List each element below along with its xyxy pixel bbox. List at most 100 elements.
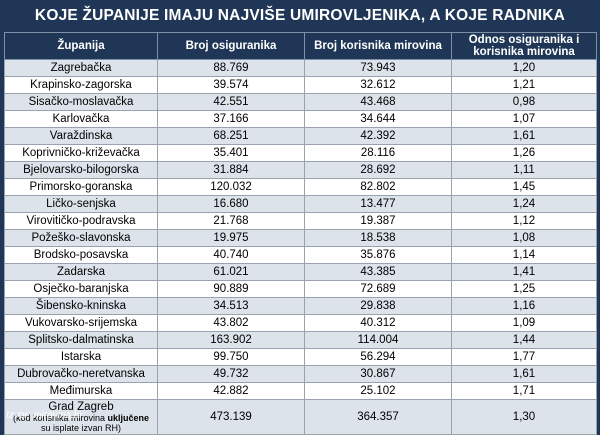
county-cell: Požeško-slavonska (4, 229, 158, 247)
insured-cell: 42.882 (157, 382, 305, 400)
pensioners-cell: 28.116 (304, 144, 452, 162)
table-row: Ličko-senjska 16.680 13.477 1,24 (4, 195, 597, 213)
total-note-end: su isplate izvan RH) (40, 423, 122, 433)
header-row: Županija Broj osiguranika Broj korisnika… (4, 32, 597, 60)
insured-cell: 163.902 (157, 331, 305, 349)
ratio-cell: 1,14 (451, 246, 597, 264)
total-note-bold: uključene (107, 413, 150, 423)
pensioners-cell: 18.538 (304, 229, 452, 247)
county-cell: Karlovačka (4, 110, 158, 128)
table-row: Varaždinska 68.251 42.392 1,61 (4, 127, 597, 145)
pensioners-cell: 29.838 (304, 297, 452, 315)
pensioners-cell: 42.392 (304, 127, 452, 145)
pensioners-cell: 43.385 (304, 263, 452, 281)
insured-cell: 473.139 (157, 399, 305, 435)
pensioners-cell: 13.477 (304, 195, 452, 213)
table-row: Sisačko-moslavačka 42.551 43.468 0,98 (4, 93, 597, 111)
ratio-cell: 1,20 (451, 59, 597, 77)
county-cell: Primorsko-goranska (4, 178, 158, 196)
table-row: Vukovarsko-srijemska 43.802 40.312 1,09 (4, 314, 597, 332)
county-cell: Ličko-senjska (4, 195, 158, 213)
insured-cell: 39.574 (157, 76, 305, 94)
ratio-cell: 1,41 (451, 263, 597, 281)
insured-cell: 35.401 (157, 144, 305, 162)
insured-cell: 31.884 (157, 161, 305, 179)
page-title: KOJE ŽUPANIJE IMAJU NAJVIŠE UMIROVLJENIK… (0, 0, 600, 32)
pensioners-cell: 114.004 (304, 331, 452, 349)
counties-table: Županija Broj osiguranika Broj korisnika… (4, 32, 597, 435)
total-name: Grad Zagreb (48, 401, 114, 413)
ratio-cell: 1,16 (451, 297, 597, 315)
ratio-cell: 0,98 (451, 93, 597, 111)
table-row: Virovitičko-podravska 21.768 19.387 1,12 (4, 212, 597, 230)
insured-cell: 34.513 (157, 297, 305, 315)
total-note-start: (kod korisnika mirovina (12, 413, 108, 423)
pensioners-cell: 72.689 (304, 280, 452, 298)
pensioners-cell: 43.468 (304, 93, 452, 111)
table-row: Dubrovačko-neretvanska 49.732 30.867 1,61 (4, 365, 597, 383)
table-row: Međimurska 42.882 25.102 1,71 (4, 382, 597, 400)
insured-cell: 42.551 (157, 93, 305, 111)
ratio-cell: 1,25 (451, 280, 597, 298)
table-row: Požeško-slavonska 19.975 18.538 1,08 (4, 229, 597, 247)
insured-cell: 99.750 (157, 348, 305, 366)
table-header: Županija Broj osiguranika Broj korisnika… (4, 32, 597, 60)
ratio-cell: 1,09 (451, 314, 597, 332)
table-row: Zadarska 61.021 43.385 1,41 (4, 263, 597, 281)
insured-cell: 21.768 (157, 212, 305, 230)
county-cell: Međimurska (4, 382, 158, 400)
county-cell: Vukovarsko-srijemska (4, 314, 158, 332)
insured-cell: 61.021 (157, 263, 305, 281)
pensioners-cell: 35.876 (304, 246, 452, 264)
ratio-cell: 1,30 (451, 399, 597, 435)
ratio-cell: 1,21 (451, 76, 597, 94)
source-note: Izvor: mirovina.hr (6, 410, 83, 421)
insured-cell: 90.889 (157, 280, 305, 298)
table-row: Splitsko-dalmatinska 163.902 114.004 1,44 (4, 331, 597, 349)
insured-cell: 19.975 (157, 229, 305, 247)
pensioners-cell: 19.387 (304, 212, 452, 230)
county-cell: Sisačko-moslavačka (4, 93, 158, 111)
ratio-cell: 1,71 (451, 382, 597, 400)
ratio-cell: 1,24 (451, 195, 597, 213)
county-cell: Osječko-baranjska (4, 280, 158, 298)
county-cell: Šibensko-kninska (4, 297, 158, 315)
table-body: Zagrebačka 88.769 73.943 1,20 Krapinsko-zago… (4, 59, 597, 435)
pensioners-cell: 32.612 (304, 76, 452, 94)
column-header-pensioners: Broj korisnika mirovina (304, 32, 452, 60)
table-row: Koprivničko-križevačka 35.401 28.116 1,26 (4, 144, 597, 162)
county-cell: Dubrovačko-neretvanska (4, 365, 158, 383)
county-cell: Virovitičko-podravska (4, 212, 158, 230)
ratio-cell: 1,77 (451, 348, 597, 366)
insured-cell: 120.032 (157, 178, 305, 196)
county-cell: Varaždinska (4, 127, 158, 145)
insured-cell: 43.802 (157, 314, 305, 332)
insured-cell: 68.251 (157, 127, 305, 145)
pensioners-cell: 56.294 (304, 348, 452, 366)
pensioners-cell: 28.692 (304, 161, 452, 179)
ratio-cell: 1,61 (451, 127, 597, 145)
pensioners-cell: 364.357 (304, 399, 452, 435)
pensioners-cell: 40.312 (304, 314, 452, 332)
county-cell: Istarska (4, 348, 158, 366)
table-row: Krapinsko-zagorska 39.574 32.612 1,21 (4, 76, 597, 94)
insured-cell: 40.740 (157, 246, 305, 264)
insured-cell: 37.166 (157, 110, 305, 128)
table-row: Istarska 99.750 56.294 1,77 (4, 348, 597, 366)
county-cell: Brodsko-posavska (4, 246, 158, 264)
table-row: Primorsko-goranska 120.032 82.802 1,45 (4, 178, 597, 196)
ratio-cell: 1,26 (451, 144, 597, 162)
insured-cell: 49.732 (157, 365, 305, 383)
insured-cell: 16.680 (157, 195, 305, 213)
table-row: Karlovačka 37.166 34.644 1,07 (4, 110, 597, 128)
table-row: Zagrebačka 88.769 73.943 1,20 (4, 59, 597, 77)
ratio-cell: 1,45 (451, 178, 597, 196)
table-row: Bjelovarsko-bilogorska 31.884 28.692 1,11 (4, 161, 597, 179)
county-cell: Splitsko-dalmatinska (4, 331, 158, 349)
ratio-cell: 1,08 (451, 229, 597, 247)
column-header-county: Županija (4, 32, 158, 60)
county-cell: Zadarska (4, 263, 158, 281)
county-cell: Zagrebačka (4, 59, 158, 77)
county-cell: Koprivničko-križevačka (4, 144, 158, 162)
